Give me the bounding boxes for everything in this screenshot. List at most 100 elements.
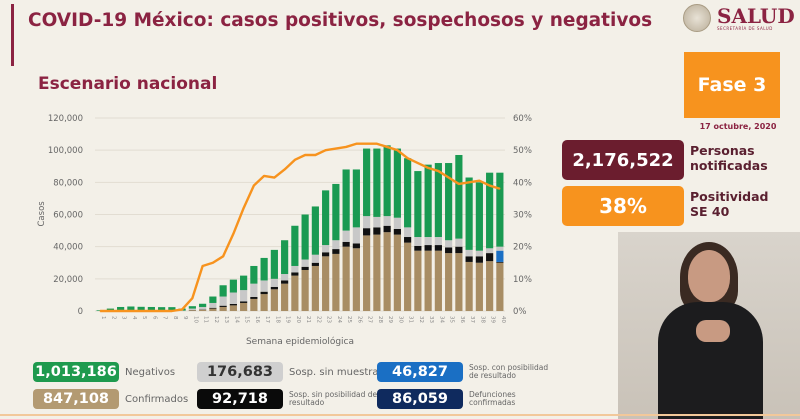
bar-segment-negativos — [373, 148, 381, 217]
y-tick-label: 100,000 — [48, 146, 83, 156]
bar-segment-sin_muestra — [434, 237, 442, 246]
notified-label-line1: Personas — [690, 143, 755, 158]
x-tick-label: 37 — [469, 316, 475, 323]
x-tick-label: 26 — [356, 316, 362, 323]
x-tick-label: 40 — [500, 316, 506, 323]
bar-segment-confirmados — [291, 275, 299, 311]
bar-segment-negativos — [250, 265, 258, 284]
bar-segment-negativos — [199, 303, 207, 307]
bar-segment-sin_muestra — [393, 217, 401, 229]
bar-segment-sin_muestra — [445, 240, 453, 248]
x-tick-label: 31 — [408, 316, 414, 323]
y-tick-label: 0 — [78, 307, 83, 317]
positivity-point — [130, 310, 132, 312]
bar-segment-confirmados — [240, 302, 248, 311]
bar-segment-sin_posibilidad — [486, 253, 494, 262]
y-tick-label: 60,000 — [53, 211, 83, 221]
bar-segment-confirmados — [352, 248, 360, 311]
bar-segment-negativos — [301, 214, 309, 260]
bar-segment-negativos — [106, 308, 114, 311]
salud-logo: SALUD SECRETARÍA DE SALUD — [683, 4, 795, 32]
bar-segment-sin_muestra — [465, 249, 473, 257]
positivity-point — [150, 310, 152, 312]
logo-subtext: SECRETARÍA DE SALUD — [717, 25, 773, 31]
positivity-point — [335, 147, 337, 150]
bar-segment-confirmados — [424, 250, 432, 311]
bar-segment-sin_muestra — [209, 302, 217, 308]
bar-segment-sin_posibilidad — [383, 225, 391, 233]
legend-label: Defunciones confirmadas — [469, 389, 516, 407]
positivity-point — [478, 180, 480, 182]
bar-segment-sin_posibilidad — [219, 305, 227, 307]
bar-segment-confirmados — [188, 310, 196, 311]
bar-segment-confirmados — [486, 261, 494, 311]
bar-segment-sin_muestra — [281, 274, 289, 281]
bar-segment-sin_posibilidad — [455, 246, 463, 254]
x-axis-label: Semana epidemiológica — [246, 336, 354, 347]
bar-segment-sin_muestra — [352, 227, 360, 244]
notified-label: Personas notificadas — [690, 143, 768, 173]
legend-defunciones: 86,059 Defunciones confirmadas — [377, 389, 529, 409]
bar-segment-sin_muestra — [332, 240, 340, 250]
bar-segment-sin_muestra — [475, 250, 483, 257]
positivity-point — [294, 159, 296, 161]
x-tick-label: 32 — [418, 316, 424, 323]
bar-segment-negativos — [158, 307, 166, 311]
bar-segment-negativos — [434, 163, 442, 238]
bar-segment-sin_posibilidad — [393, 228, 401, 235]
bar-segment-negativos — [342, 169, 350, 231]
x-tick-label: 7 — [162, 316, 168, 320]
x-tick-label: 36 — [459, 316, 465, 323]
x-tick-label: 10 — [192, 316, 198, 323]
positivity-point — [325, 149, 327, 151]
bar-segment-negativos — [137, 306, 145, 311]
x-tick-label: 5 — [141, 316, 147, 320]
x-tick-label: 6 — [151, 316, 157, 320]
legend-sin-muestra: 176,683 Sosp. sin muestra — [197, 362, 379, 382]
x-tick-label: 11 — [203, 316, 209, 323]
bar-segment-sin_muestra — [188, 308, 196, 311]
positivity-value: 38% — [562, 186, 684, 226]
bar-segment-sin_muestra — [240, 290, 248, 302]
bar-segment-sin_muestra — [311, 254, 319, 263]
bar-segment-sin_posibilidad — [373, 227, 381, 235]
bar-segment-sin_posibilidad — [434, 245, 442, 251]
positivity-point — [284, 168, 286, 171]
bar-segment-negativos — [260, 257, 268, 281]
x-tick-label: 13 — [223, 316, 229, 323]
positivity-point — [345, 146, 347, 148]
bar-segment-confirmados — [342, 246, 350, 311]
bar-segment-sin_posibilidad — [322, 252, 330, 257]
bar-segment-confirmados — [270, 289, 278, 311]
bar-segment-confirmados — [281, 283, 289, 311]
x-tick-label: 28 — [377, 316, 383, 323]
positivity-point — [253, 184, 255, 187]
positivity-point — [171, 310, 173, 312]
logo-text: SALUD — [717, 3, 795, 28]
x-tick-label: 8 — [172, 316, 178, 320]
stacked-bar-chart: 0 20,000 40,000 60,000 80,000 100,000 120,000 0… — [37, 114, 532, 347]
positivity-point — [304, 154, 306, 156]
legend-value: 847,108 — [33, 389, 119, 409]
bar-segment-negativos — [127, 306, 135, 311]
legend-value: 46,827 — [377, 362, 463, 382]
bar-segment-confirmados — [373, 234, 381, 311]
bar-segment-sin_posibilidad — [311, 262, 319, 266]
x-tick-label: 25 — [346, 316, 352, 323]
legend-con-posibilidad: 46,827 Sosp. con posibilidad de resultad… — [377, 362, 549, 382]
page-title: COVID-19 México: casos positivos, sospec… — [28, 10, 653, 31]
x-tick-label: 14 — [233, 316, 239, 323]
bar-segment-sin_posibilidad — [291, 272, 299, 276]
bar-segment-sin_posibilidad — [270, 286, 278, 290]
y-axis-label: Casos — [37, 201, 47, 227]
bar-segment-confirmados — [322, 256, 330, 311]
positivity-point — [212, 262, 214, 264]
y-tick-label: 20,000 — [53, 275, 83, 285]
title-accent-bar — [11, 4, 14, 66]
y2-tick-label: 50% — [513, 146, 532, 156]
bottom-divider — [0, 414, 800, 416]
y2-tick-label: 30% — [513, 211, 532, 221]
bar-segment-negativos — [168, 307, 176, 311]
x-tick-label: 1 — [100, 316, 106, 320]
bar-segment-negativos — [363, 148, 371, 217]
